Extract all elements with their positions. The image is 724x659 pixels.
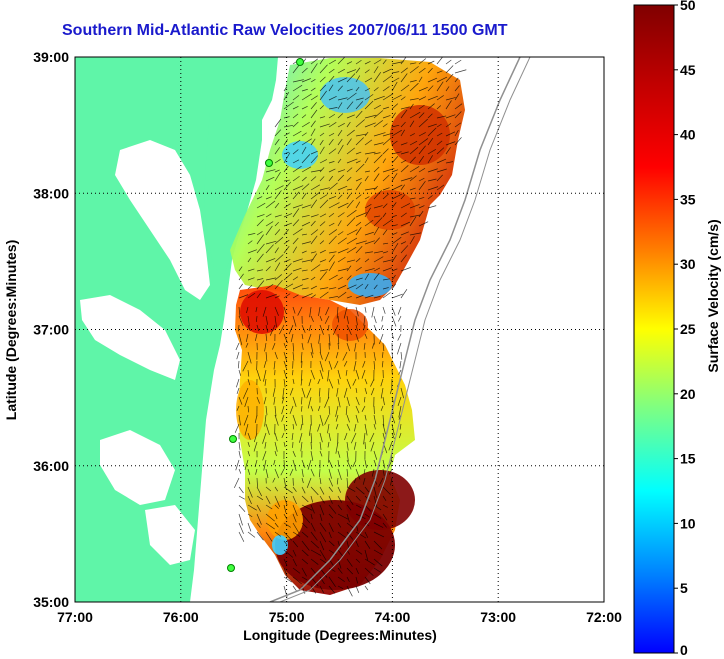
y-tick-labels: 39:00 38:00 37:00 36:00 35:00 — [33, 49, 69, 610]
colorbar-tick-label: 10 — [680, 515, 696, 531]
chart-title: Southern Mid-Atlantic Raw Velocities 200… — [62, 22, 508, 39]
x-tick-label: 77:00 — [57, 609, 93, 625]
bathymetry-contour — [269, 57, 521, 602]
chesapeake-bay — [115, 140, 210, 300]
x-tick-label: 73:00 — [480, 609, 516, 625]
land-peninsula — [204, 90, 262, 275]
radar-station-marker — [229, 435, 237, 443]
radar-station-marker — [227, 564, 235, 572]
colorbar-tick-label: 0 — [680, 642, 688, 658]
x-tick-label: 76:00 — [163, 609, 199, 625]
colorbar-tick-label: 30 — [680, 256, 696, 272]
x-tick-label: 74:00 — [374, 609, 410, 625]
x-axis-label: Longitude (Degrees:Minutes) — [243, 627, 437, 643]
gridlines — [75, 57, 604, 602]
colorbar — [633, 4, 675, 654]
colorbar-tick-label: 45 — [680, 62, 696, 78]
colorbar-tick-label: 15 — [680, 451, 696, 467]
colorbar-tick-label: 50 — [680, 0, 696, 13]
colorbar-tick-label: 25 — [680, 321, 696, 337]
colorbar-label: Surface Velocity (cm/s) — [705, 219, 721, 372]
colorbar-tick-label: 35 — [680, 191, 696, 207]
y-tick-label: 37:00 — [33, 322, 69, 338]
y-axis-label: Latitude (Degrees:Minutes) — [3, 240, 19, 420]
radar-station-marker — [296, 58, 304, 66]
x-tick-labels: 77:00 76:00 75:00 74:00 73:00 72:00 — [57, 609, 622, 625]
y-tick-label: 36:00 — [33, 458, 69, 474]
x-tick-label: 75:00 — [269, 609, 305, 625]
y-tick-label: 35:00 — [33, 594, 69, 610]
colorbar-tick-label: 40 — [680, 127, 696, 143]
radar-station-marker — [265, 159, 273, 167]
colorbar-tick-label: 20 — [680, 386, 696, 402]
colorbar-tick-label: 5 — [680, 580, 688, 596]
y-tick-label: 39:00 — [33, 49, 69, 65]
x-tick-label: 72:00 — [586, 609, 622, 625]
velocity-vectors — [234, 57, 467, 598]
y-tick-label: 38:00 — [33, 185, 69, 201]
